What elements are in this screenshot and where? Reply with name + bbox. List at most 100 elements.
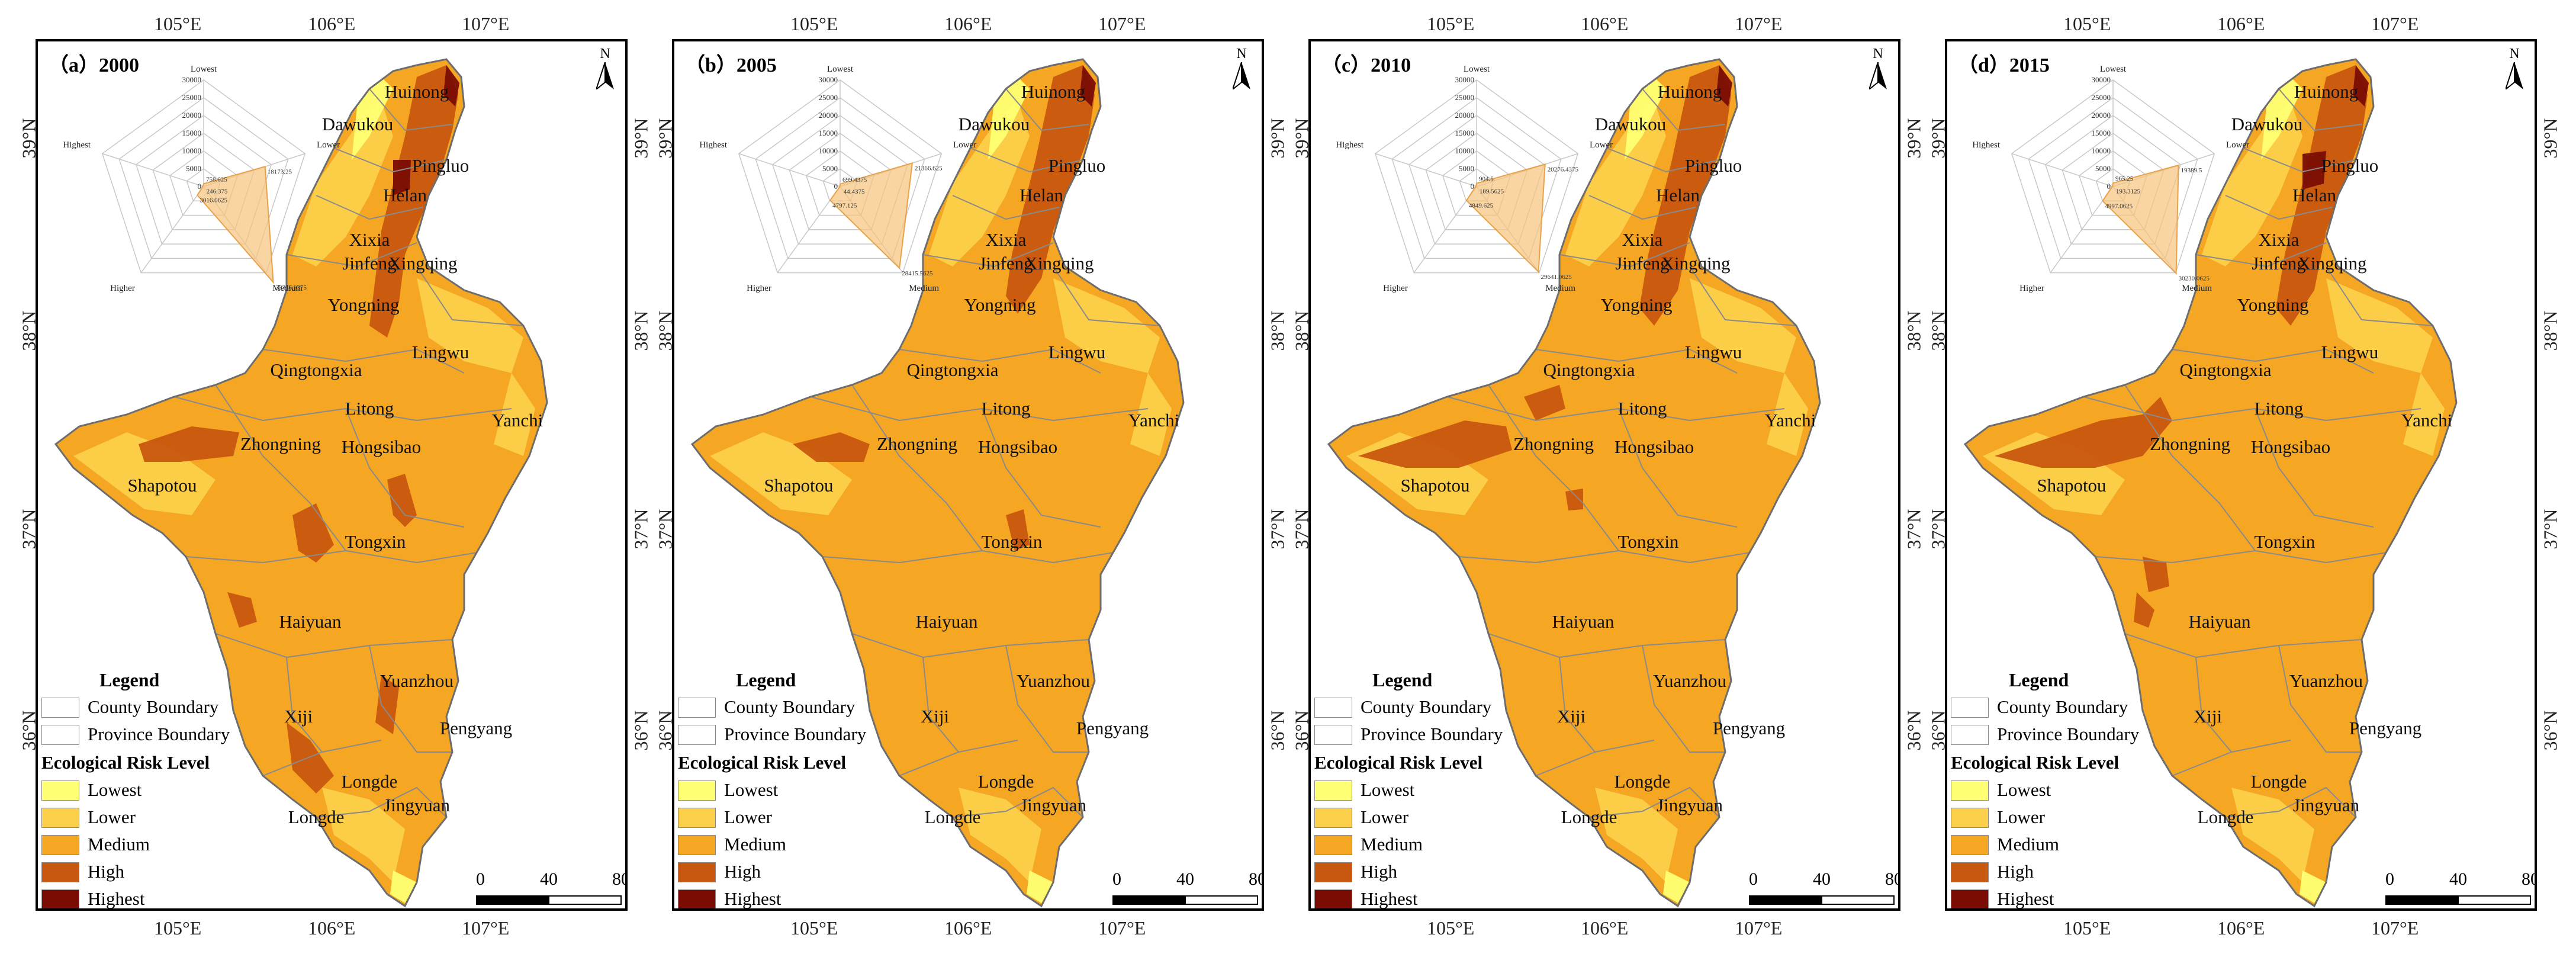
legend-label: Medium	[1361, 834, 1423, 855]
legend-label: Province Boundary	[724, 724, 866, 745]
county-label: Helan	[1020, 185, 1064, 205]
north-arrow-icon: N	[1866, 46, 1890, 94]
radar-axis-label: Lower	[953, 140, 976, 150]
county-label: Helan	[2292, 185, 2337, 205]
county-label: Litong	[345, 398, 394, 419]
north-label: N	[1866, 46, 1890, 62]
county-label: Lingwu	[1049, 342, 1105, 362]
longitude-label: 105°E	[154, 917, 201, 939]
county-label: Pengyang	[2349, 718, 2421, 738]
county-label: Dawukou	[959, 114, 1030, 134]
radar-axis-label: Medium	[1545, 284, 1575, 293]
radar-tick-label: 10000	[182, 146, 202, 155]
radar-axis-label: Highest	[1336, 140, 1363, 150]
legend-label: County Boundary	[1361, 696, 1491, 718]
scale-tick-label: 0	[476, 869, 485, 889]
longitude-label: 107°E	[2371, 13, 2419, 35]
radar-axis-label: Lower	[1590, 140, 1613, 150]
scale-segment	[548, 895, 622, 905]
county-label: Yuanzhou	[380, 670, 454, 691]
radar-tick-label: 20000	[2092, 111, 2111, 120]
scale-tick-label: 0	[1749, 869, 1758, 889]
county-label: Longde	[1615, 771, 1671, 792]
radar-tick-label: 30000	[2092, 75, 2111, 84]
legend-label: Province Boundary	[88, 724, 230, 745]
legend-swatch	[1314, 780, 1352, 801]
radar-tick-label: 30000	[819, 75, 838, 84]
county-label: Qingtongxia	[271, 359, 362, 380]
county-label: Longde	[978, 771, 1034, 792]
radar-tick-label: 25000	[819, 93, 838, 102]
county-label: Zhongning	[240, 433, 321, 454]
radar-axis-label: Lowest	[1464, 65, 1490, 74]
county-label: Xiji	[1557, 706, 1586, 727]
county-label: Longde	[1561, 807, 1617, 827]
county-label: Huinong	[1021, 81, 1086, 102]
radar-tick-label: 15000	[819, 129, 838, 137]
legend-label: Lower	[88, 807, 136, 828]
scale-unit: km	[626, 887, 628, 907]
legend-label: Highest	[1361, 888, 1417, 910]
radar-axis-label: Higher	[110, 284, 135, 293]
legend-swatch	[678, 889, 716, 910]
legend-swatch	[678, 725, 716, 745]
legend-swatch	[678, 780, 716, 801]
county-label: Xiji	[921, 706, 950, 727]
map-legend: Legend County Boundary Province Boundary Ec…	[38, 669, 287, 911]
radar-tick-label: 5000	[2095, 164, 2111, 173]
radar-value-label: 30230.0625	[2179, 275, 2210, 282]
scale-tick-label: 0	[2385, 869, 2394, 889]
county-label: Shapotou	[2037, 475, 2106, 496]
legend-swatch	[1951, 862, 1989, 882]
longitude-label: 107°E	[462, 917, 509, 939]
county-label: Jingyuan	[1657, 795, 1723, 815]
radar-tick-label: 20000	[182, 111, 202, 120]
radar-value-label: 758.625	[206, 176, 227, 183]
longitude-label: 107°E	[1735, 13, 1782, 35]
radar-value-label: 3016.0625	[200, 197, 227, 204]
county-label: Litong	[2255, 398, 2304, 419]
map-legend: Legend County Boundary Province Boundary Ec…	[674, 669, 923, 911]
legend-swatch	[41, 780, 79, 801]
radar-value-label: 20276.4375	[1548, 166, 1579, 173]
legend-swatch	[41, 889, 79, 910]
map-frame: Huinong Dawukou Pingluo Helan Xixia Jinfeng Xi…	[36, 39, 628, 911]
longitude-label: 106°E	[1581, 13, 1628, 35]
legend-swatch	[678, 698, 716, 718]
legend-swatch	[41, 835, 79, 855]
radar-axis-label: Highest	[699, 140, 727, 150]
legend-swatch	[1314, 808, 1352, 828]
legend-swatch	[678, 835, 716, 855]
county-label: Xingqing	[1024, 253, 1094, 274]
county-label: Yuanzhou	[2289, 670, 2363, 691]
map-frame: Huinong Dawukou Pingluo Helan Xixia Jinfeng Xi…	[672, 39, 1264, 911]
scale-tick-label: 40	[1176, 869, 1194, 889]
legend-label: High	[1997, 861, 2034, 882]
radar-axis-label: Medium	[2182, 284, 2212, 293]
county-label: Xingqing	[2297, 253, 2366, 274]
north-label: N	[593, 46, 617, 62]
county-label: Haiyuan	[279, 611, 342, 632]
north-label: N	[1230, 46, 1253, 62]
county-label: Huinong	[2294, 81, 2359, 102]
legend-label: Highest	[1997, 888, 2054, 910]
county-label: Huinong	[1658, 81, 1722, 102]
map-panel-3: 105°E 105°E 106°E 106°E 107°E 107°E 39°N 39°N 38…	[1273, 0, 1906, 954]
scale-bar: 04080km	[1112, 869, 1264, 905]
legend-title: Legend	[2009, 669, 2069, 691]
county-label: Hongsibao	[2251, 436, 2330, 457]
county-label: Qingtongxia	[2180, 359, 2272, 380]
longitude-label: 107°E	[1735, 917, 1782, 939]
legend-label: County Boundary	[88, 696, 218, 718]
scale-segment	[1821, 895, 1895, 905]
legend-label: Province Boundary	[1361, 724, 1503, 745]
legend-risk-title: Ecological Risk Level	[1951, 752, 2119, 773]
legend-label: Medium	[88, 834, 150, 855]
longitude-label: 107°E	[1098, 917, 1146, 939]
legend-label: Lowest	[88, 779, 141, 801]
radar-tick-label: 30000	[182, 75, 202, 84]
county-label: Helan	[383, 185, 427, 205]
county-label: Yanchi	[1128, 410, 1180, 431]
county-label: Jingyuan	[384, 795, 450, 815]
radar-value-label: 21366.625	[915, 165, 943, 172]
